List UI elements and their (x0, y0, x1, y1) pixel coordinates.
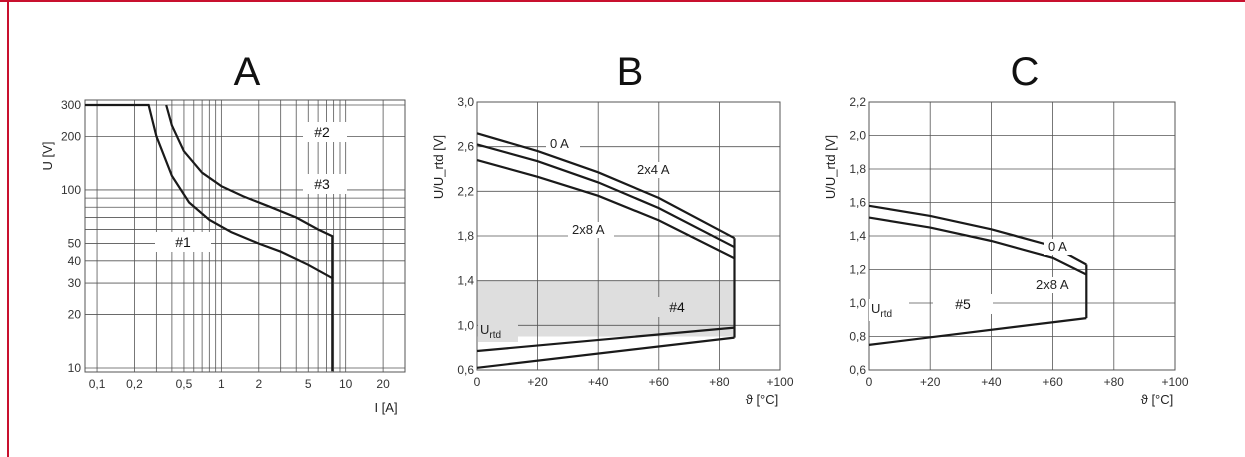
series-label-b: 2x4 A (637, 162, 670, 177)
x-axis-label-b: ϑ [°C] (746, 392, 779, 407)
y-tick-label-c: 2,2 (849, 95, 866, 109)
series-line-c-1 (868, 204, 1087, 266)
x-tick-label-c: +80 (1104, 375, 1125, 389)
annot-box-c (933, 294, 993, 314)
y-tick-label-a: 10 (68, 361, 82, 375)
x-tick-label-a: 0,1 (89, 377, 106, 391)
y-tick-label-a: 30 (68, 276, 82, 290)
series-label-bg (633, 162, 679, 178)
x-tick-label-a: 0,5 (176, 377, 193, 391)
x-axis-label-c: ϑ [°C] (1141, 392, 1174, 407)
panel-title-a: A (233, 50, 261, 94)
annot-box-2 (303, 122, 347, 142)
y-tick-label-c: 1,4 (849, 229, 866, 243)
y-tick-label-a: 200 (61, 129, 81, 143)
urtd-label-b: Urtd (480, 322, 501, 341)
y-tick-label-c: 2,0 (849, 129, 866, 143)
series-line-b-5 (476, 336, 735, 369)
y-tick-label-a: 300 (61, 98, 81, 112)
x-tick-label-b: +80 (709, 375, 730, 389)
series-label-b: 0 A (550, 136, 569, 151)
series-label-bg (568, 222, 614, 238)
y-tick-label-c: 1,0 (849, 296, 866, 310)
annot-box-3 (303, 174, 347, 194)
y-tick-label-b: 1,0 (457, 318, 474, 332)
y-tick-label-b: 3,0 (457, 95, 474, 109)
x-tick-label-c: +20 (920, 375, 941, 389)
x-tick-label-c: +40 (981, 375, 1002, 389)
y-tick-label-a: 100 (61, 183, 81, 197)
y-tick-label-c: 0,8 (849, 330, 866, 344)
x-tick-label-b: +100 (766, 375, 793, 389)
plot-frame-a (84, 99, 406, 373)
y-tick-label-a: 40 (68, 254, 82, 268)
series-line-c-2 (868, 216, 1087, 276)
x-tick-label-b: 0 (474, 375, 481, 389)
chart-b: 0 +20 +40 +60 +80 +100 0,6 1,0 1,4 1,8 2,2 2,6 3,0 0 … (431, 95, 794, 407)
y-tick-label-c: 1,8 (849, 162, 866, 176)
x-tick-label-a: 10 (339, 377, 353, 391)
x-tick-label-b: +20 (527, 375, 548, 389)
y-tick-label-c: 1,2 (849, 263, 866, 277)
chart-c: 0 +20 +40 +60 +80 +100 0,6 0,8 1,0 1,2 1,4 1,6 1,8 2,… (823, 95, 1189, 407)
annotation-c: #5 (955, 296, 971, 312)
x-tick-label-a: 5 (305, 377, 312, 391)
y-tick-label-a: 20 (68, 307, 82, 321)
x-tick-label-c: 0 (866, 375, 873, 389)
series-label-bg (1032, 277, 1078, 293)
series-line-a-2 (165, 104, 334, 279)
series-line-b-3 (476, 159, 735, 260)
frame-left-border (7, 0, 9, 457)
x-tick-label-a: 2 (255, 377, 262, 391)
y-axis-label-b: U/U_rtd [V] (431, 135, 446, 199)
x-tick-label-c: +100 (1161, 375, 1188, 389)
panel-title-b: B (616, 50, 644, 94)
y-tick-label-b: 0,6 (457, 363, 474, 377)
series-label-b: 2x8 A (572, 222, 605, 237)
frame-top-border (0, 0, 1245, 2)
urtd-label-c: Urtd (871, 301, 892, 320)
x-tick-label-c: +60 (1042, 375, 1063, 389)
series-line-b-2 (476, 143, 736, 249)
annotation-1: #1 (175, 234, 191, 250)
y-axis-label-a: U [V] (40, 142, 55, 171)
series-label-bg (546, 136, 580, 152)
series-label-c: 2x8 A (1036, 277, 1069, 292)
rtd-box-c (869, 299, 909, 321)
series-label-c: 0 A (1048, 239, 1067, 254)
chart-a: 0,1 0,2 0,5 1 2 5 10 20 10 20 30 40 50 100 200 300 #1 #2 #… (40, 98, 406, 415)
y-tick-label-c: 0,6 (849, 363, 866, 377)
series-line-b-4 (476, 326, 735, 353)
x-tick-label-b: +40 (588, 375, 609, 389)
series-label-bg (1044, 239, 1078, 255)
y-tick-label-b: 1,8 (457, 229, 474, 243)
annotation-2: #2 (314, 124, 330, 140)
annot-box-b (647, 297, 707, 317)
x-tick-label-b: +60 (649, 375, 670, 389)
panel-title-c: C (1010, 50, 1040, 94)
x-tick-label-a: 0,2 (126, 377, 143, 391)
y-axis-label-c: U/U_rtd [V] (823, 135, 838, 199)
x-tick-label-a: 1 (218, 377, 225, 391)
x-axis-label-a: I [A] (374, 400, 397, 415)
x-tick-label-a: 20 (376, 377, 390, 391)
y-tick-label-a: 50 (68, 237, 82, 251)
rtd-box-b (478, 320, 518, 342)
y-tick-label-b: 2,6 (457, 140, 474, 154)
annotation-3: #3 (314, 176, 330, 192)
annotation-b: #4 (669, 299, 685, 315)
y-tick-label-b: 1,4 (457, 274, 474, 288)
annot-box-1 (155, 232, 211, 252)
series-line-c-3 (868, 317, 1087, 346)
series-line-b-1 (476, 132, 736, 240)
y-tick-label-b: 2,2 (457, 184, 474, 198)
y-tick-label-c: 1,6 (849, 196, 866, 210)
